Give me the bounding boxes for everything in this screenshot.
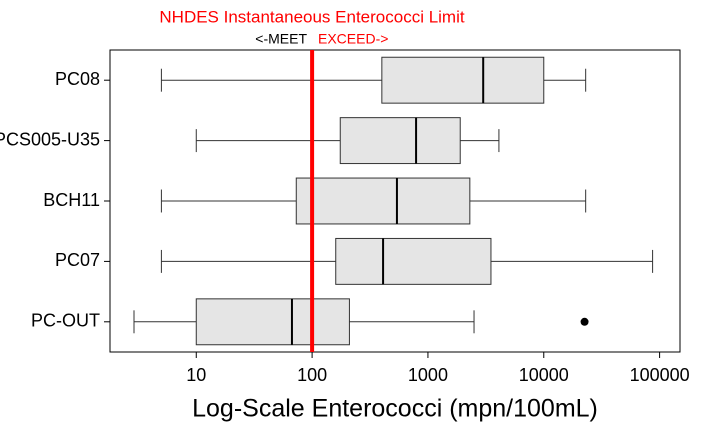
meet-label: <-MEET [255,31,307,47]
y-tick-label: BCH11 [43,190,100,210]
x-axis-label: Log-Scale Enterococci (mpn/100mL) [192,395,598,423]
box [195,298,350,346]
y-tick-label: PCS005-U35 [0,129,100,149]
box [381,56,545,104]
x-tick-label: 100000 [630,365,690,385]
exceed-label: EXCEED-> [318,31,388,47]
x-tick-label: 10000 [519,365,569,385]
y-tick-label: PC08 [55,69,100,89]
limit-title: NHDES Instantaneous Enterococci Limit [159,7,464,26]
x-tick-label: 10 [186,365,206,385]
y-tick-label: PC07 [55,250,100,270]
box [295,177,471,225]
x-tick-label: 1000 [408,365,448,385]
y-tick-label: PC-OUT [31,311,100,331]
outlier [580,317,589,326]
box [339,117,461,165]
box [335,237,492,285]
x-tick-label: 100 [297,365,327,385]
